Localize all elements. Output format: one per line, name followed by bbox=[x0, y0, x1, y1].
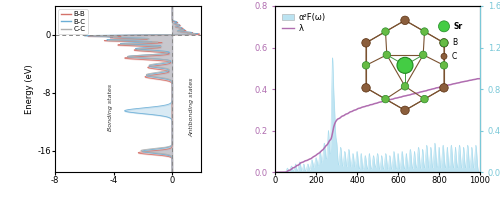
Circle shape bbox=[383, 51, 390, 59]
Circle shape bbox=[440, 84, 448, 92]
Circle shape bbox=[401, 83, 409, 90]
Circle shape bbox=[382, 28, 389, 35]
Legend: B-B, B-C, C-C: B-B, B-C, C-C bbox=[58, 10, 88, 34]
Circle shape bbox=[420, 95, 428, 103]
Circle shape bbox=[421, 28, 428, 35]
Text: Antibonding states: Antibonding states bbox=[190, 77, 194, 137]
Text: Bonding states: Bonding states bbox=[108, 84, 113, 131]
Y-axis label: Energy (eV): Energy (eV) bbox=[26, 64, 35, 114]
Text: B: B bbox=[452, 38, 458, 47]
Circle shape bbox=[440, 62, 448, 69]
Text: Sr: Sr bbox=[454, 22, 463, 31]
Circle shape bbox=[397, 57, 413, 73]
Legend: α²F(ω), λ: α²F(ω), λ bbox=[280, 10, 328, 36]
Circle shape bbox=[401, 16, 409, 25]
Circle shape bbox=[362, 62, 370, 69]
Circle shape bbox=[438, 21, 450, 32]
Circle shape bbox=[441, 53, 447, 59]
Circle shape bbox=[382, 95, 389, 103]
Circle shape bbox=[420, 51, 427, 59]
Circle shape bbox=[401, 106, 409, 115]
Circle shape bbox=[362, 39, 370, 47]
Text: C: C bbox=[452, 52, 457, 61]
Circle shape bbox=[440, 39, 448, 47]
Circle shape bbox=[362, 84, 370, 92]
Circle shape bbox=[440, 39, 448, 47]
